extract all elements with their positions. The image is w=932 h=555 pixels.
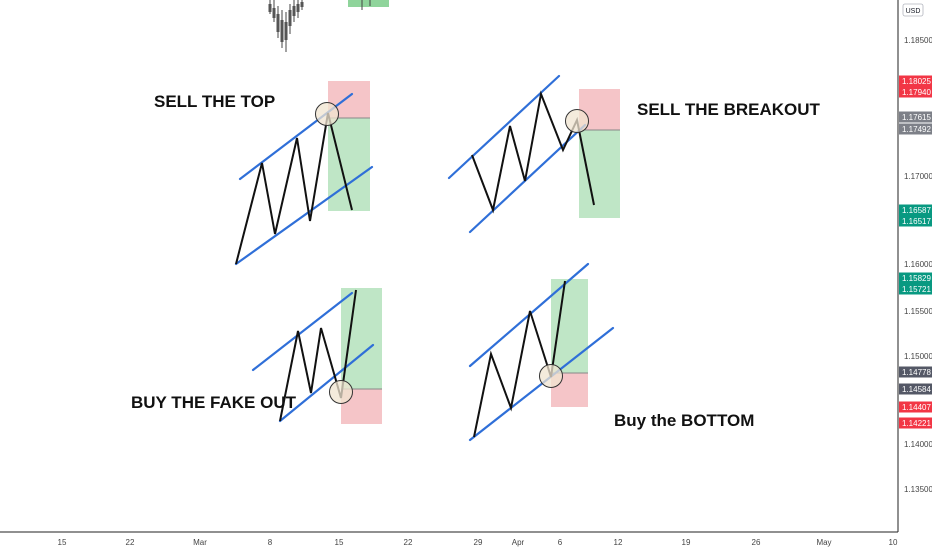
price-tag-text: 1.15721 [902,285,931,294]
candle [280,10,284,48]
y-tick-label: 1.14000 [904,440,932,449]
profit-zone[interactable] [551,279,588,373]
position-zones [328,81,620,424]
x-tick-label: 15 [335,538,344,547]
candle [268,0,272,14]
channel-line[interactable] [251,291,354,372]
x-tick-label: 10 [889,538,898,547]
channel-line[interactable] [468,326,615,442]
candlestick-fragment [268,0,389,52]
price-tag: 1.17940 [899,86,932,98]
label-sell-the-breakout: SELL THE BREAKOUT [637,100,821,119]
candle [296,0,300,18]
x-tick-label: 22 [126,538,135,547]
x-tick-label: 29 [474,538,483,547]
price-tags: 1.18025 1.17940 1.17615 1.17492 1.16587 1.165… [899,75,932,429]
price-tag: 1.17615 [899,111,932,123]
price-tag-text: 1.14778 [902,368,931,377]
entry-circles [315,102,589,404]
entry-circle[interactable] [315,102,339,126]
price-tag: 1.15829 [899,272,932,284]
profit-zone[interactable] [341,288,382,389]
label-buy-the-bottom: Buy the BOTTOM [614,411,754,430]
y-tick-label: 1.15500 [904,307,932,316]
x-tick-label: 8 [268,538,273,547]
price-tag-text: 1.17940 [902,88,931,97]
x-tick-labels: 15 22 Mar 8 15 22 29 Apr 6 12 19 26 May 10 [58,538,898,547]
x-tick-label: 6 [558,538,563,547]
zigzag-path[interactable] [473,280,566,438]
trade-zone-fragment [348,0,389,10]
candle [288,4,292,34]
entry-circle[interactable] [329,380,353,404]
price-tag: 1.14221 [899,417,932,429]
candle [276,6,280,38]
y-tick-label: 1.15000 [904,352,932,361]
price-tag-text: 1.14221 [902,419,931,428]
profit-zone[interactable] [579,130,620,218]
label-sell-the-top: SELL THE TOP [154,92,275,111]
label-buy-the-fake-out: BUY THE FAKE OUT [131,393,297,412]
x-tick-label: 26 [752,538,761,547]
price-tag: 1.17492 [899,123,932,135]
y-tick-label: 1.18500 [904,36,932,45]
y-tick-labels: 1.18500 1.17000 1.16000 1.15500 1.15000 1.140… [904,36,932,494]
plot-area [0,0,898,532]
channel-line[interactable] [278,343,375,423]
candle [292,0,296,22]
price-tag: 1.16587 [899,204,932,216]
candle [272,0,276,22]
x-tick-label: May [816,538,831,547]
price-tag: 1.14407 [899,401,932,413]
price-tag: 1.14778 [899,366,932,378]
x-tick-label: 19 [682,538,691,547]
y-tick-label: 1.16000 [904,260,932,269]
price-tag-text: 1.18025 [902,77,931,86]
x-tick-label: Apr [512,538,525,547]
price-tag-text: 1.17492 [902,125,931,134]
y-tick-label: 1.17000 [904,172,932,181]
price-tag-text: 1.14407 [902,403,931,412]
entry-circle[interactable] [539,364,563,388]
channel-line[interactable] [234,165,374,266]
price-tag: 1.18025 [899,75,932,87]
currency-badge[interactable]: USD [902,3,924,17]
price-tag-text: 1.14584 [902,385,931,394]
currency-badge-text: USD [906,8,921,15]
candle [300,0,304,10]
time-scale[interactable] [0,532,932,550]
y-tick-label: 1.13500 [904,485,932,494]
price-tag: 1.16517 [899,215,932,227]
price-tag: 1.14584 [899,383,932,395]
price-tag-text: 1.16517 [902,217,931,226]
price-tag: 1.15721 [899,283,932,295]
x-tick-label: 22 [404,538,413,547]
x-tick-label: Mar [193,538,207,547]
price-tag-text: 1.16587 [902,206,931,215]
zigzag-path[interactable] [279,289,357,422]
x-tick-label: 15 [58,538,67,547]
x-tick-label: 12 [614,538,623,547]
entry-circle[interactable] [565,109,589,133]
candle [284,12,288,52]
price-tag-text: 1.17615 [902,113,931,122]
price-tag-text: 1.15829 [902,274,931,283]
